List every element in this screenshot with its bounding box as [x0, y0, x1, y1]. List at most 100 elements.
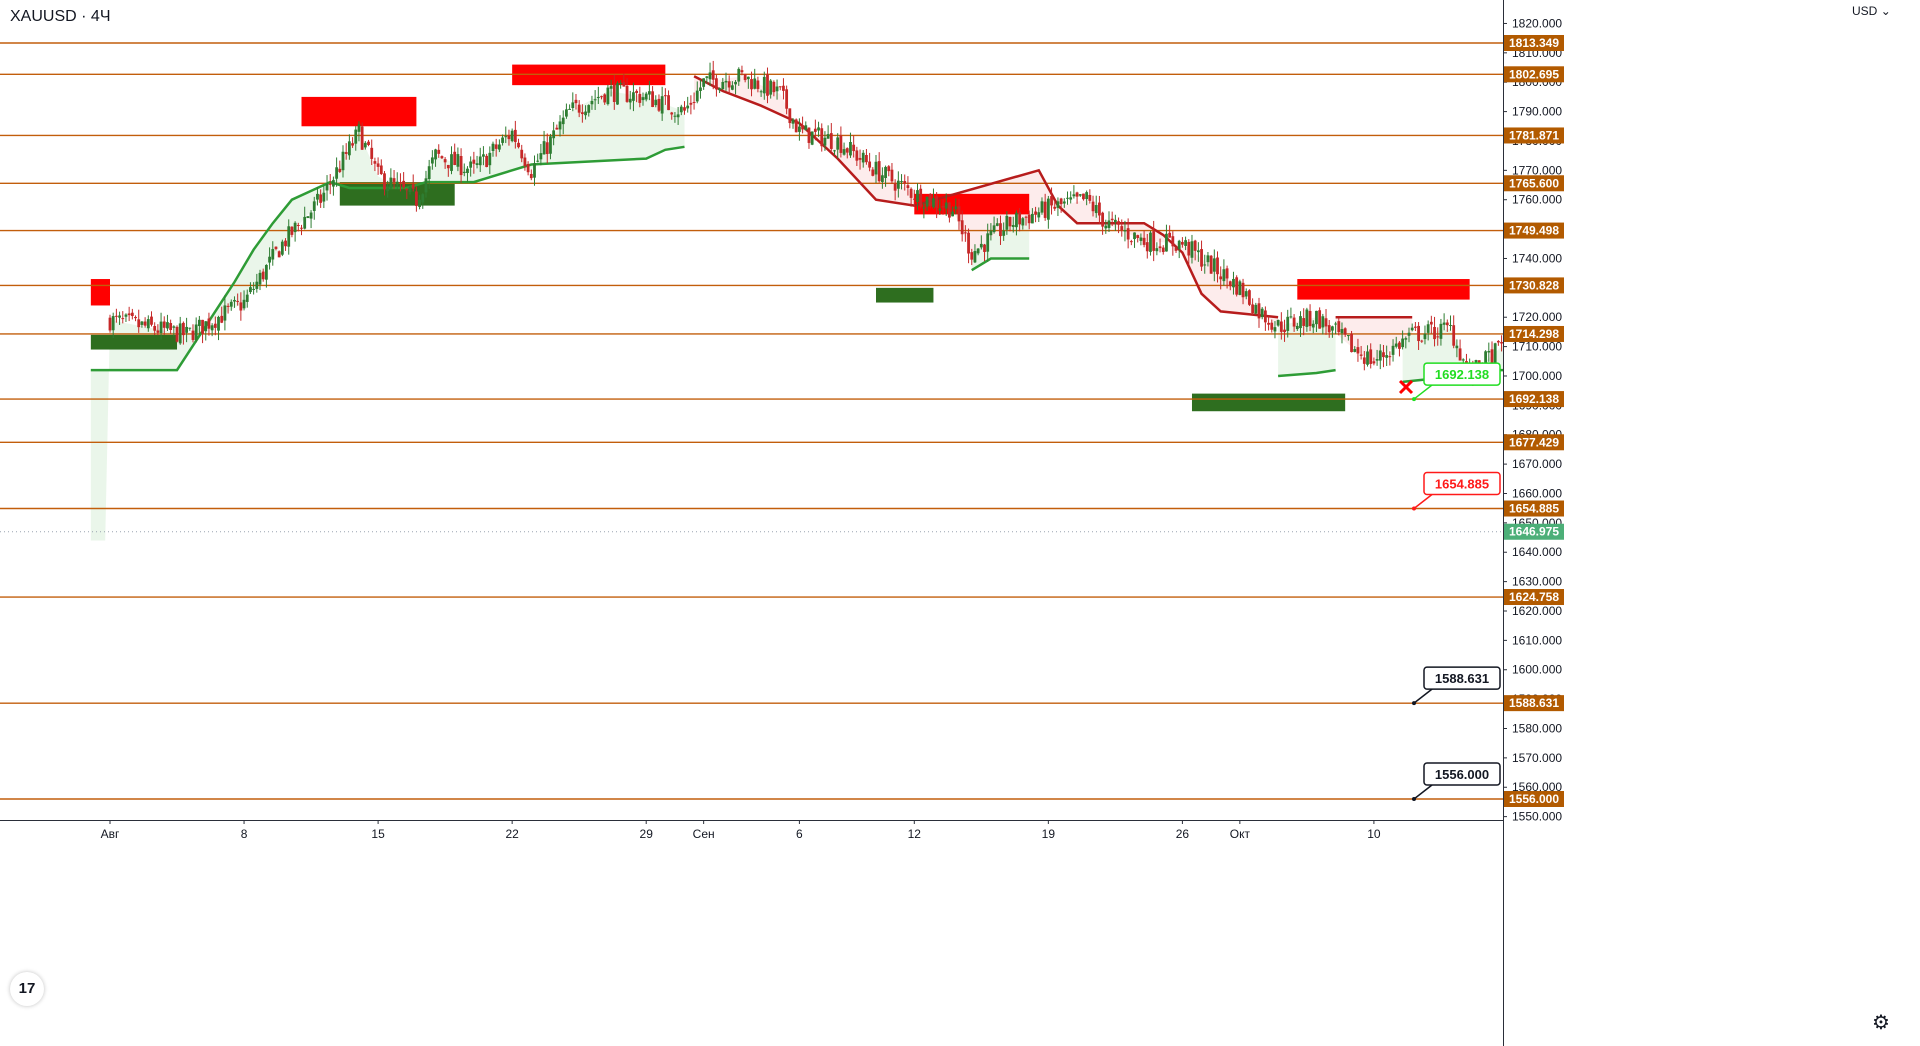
candle-body-203	[756, 80, 760, 89]
candle-body-416	[1436, 336, 1440, 338]
candle-body-158	[612, 84, 616, 102]
candle-body-420	[1449, 325, 1452, 327]
candle-body-368	[1283, 329, 1286, 333]
candle-body-180	[683, 107, 686, 111]
candle-body-175	[667, 95, 670, 111]
level-tag-bg-2	[1504, 127, 1564, 144]
candle-body-418	[1442, 322, 1446, 325]
candle-body-324	[1142, 237, 1146, 245]
candle-body-247	[896, 180, 900, 189]
candle-body-379	[1318, 310, 1322, 329]
symbol-title: XAUUSD · 4Ч	[10, 8, 110, 26]
level-tag-bg-10	[1504, 589, 1564, 606]
candle-body-279	[999, 223, 1002, 237]
candle-body-267	[960, 220, 964, 235]
candle-body-36	[223, 305, 227, 321]
candle-body-228	[836, 137, 840, 150]
price-tick-label-11: 1710.000	[1512, 340, 1562, 354]
candle-body-82	[370, 147, 374, 159]
candle-body-389	[1350, 333, 1353, 353]
candle-body-32	[210, 325, 214, 331]
candle-body-26	[191, 330, 195, 340]
candle-body-70	[332, 180, 335, 187]
candle-body-243	[884, 166, 887, 178]
candle-body-293	[1043, 201, 1047, 218]
candle-body-127	[513, 129, 517, 142]
candle-body-375	[1305, 309, 1309, 327]
candle-body-83	[373, 161, 377, 164]
candle-body-116	[478, 156, 482, 166]
price-tick-label-25: 1570.000	[1512, 751, 1562, 765]
candle-body-417	[1439, 323, 1443, 339]
candle-body-408	[1410, 327, 1414, 331]
candle-body-216	[798, 126, 801, 132]
candle-body-184	[695, 90, 699, 102]
candle-body-52	[274, 246, 278, 249]
candle-body-18	[166, 322, 169, 329]
candle-body-314	[1110, 218, 1114, 221]
candle-body-9	[137, 319, 141, 328]
price-tick-label-26: 1560.000	[1512, 780, 1562, 794]
level-tag-bg-11	[1504, 695, 1564, 712]
candle-body-69	[328, 183, 332, 185]
candle-body-305	[1082, 193, 1085, 200]
candle-body-189	[711, 70, 715, 80]
price-tick-label-10: 1720.000	[1512, 310, 1562, 324]
callout-anchor-1	[1412, 506, 1416, 511]
time-tick-label-6: 6	[796, 827, 803, 841]
currency-selector[interactable]: USD ⌄	[1852, 4, 1891, 18]
candle-body-38	[229, 301, 233, 307]
candle-body-176	[670, 112, 674, 115]
candle-body-212	[785, 89, 789, 109]
time-axis[interactable]: Авг 8 15 22 29 Сен 6 12 19 26 Окт 10	[0, 820, 1503, 1046]
candle-body-125	[507, 135, 511, 140]
candle-body-400	[1385, 355, 1389, 358]
candle-body-254	[919, 188, 923, 207]
price-axis[interactable]: 1820.0001810.0001800.0001790.0001780.000…	[1503, 0, 1920, 1046]
candle-body-79	[360, 126, 364, 150]
bull-stop-fill-2	[1278, 317, 1336, 376]
gear-icon[interactable]: ⚙	[1872, 1012, 1890, 1034]
candle-body-364	[1270, 322, 1274, 330]
candle-body-134	[536, 160, 540, 162]
candle-body-142	[561, 117, 565, 125]
candle-body-51	[271, 249, 275, 260]
candle-body-67	[322, 192, 326, 202]
candle-body-322	[1136, 235, 1140, 239]
candle-body-53	[277, 251, 281, 258]
candle-body-381	[1324, 318, 1328, 327]
candle-body-179	[679, 106, 683, 113]
candle-body-348	[1219, 276, 1223, 280]
price-tick-label-20: 1620.000	[1512, 604, 1562, 618]
candle-body-131	[526, 164, 530, 173]
candle-body-304	[1078, 194, 1082, 196]
candle-body-331	[1165, 233, 1168, 252]
candle-body-8	[134, 316, 137, 319]
bull-stop-line-1	[971, 257, 1030, 272]
price-tick-label-12: 1700.000	[1512, 369, 1562, 383]
candle-body-273	[979, 243, 983, 248]
callout-box-3	[1423, 762, 1501, 786]
callout-anchor-3	[1412, 797, 1416, 801]
candle-body-253	[916, 190, 919, 203]
candle-body-394	[1366, 351, 1369, 365]
candle-body-7	[130, 312, 134, 316]
tradingview-logo-icon[interactable]: 17	[10, 972, 44, 1006]
candle-body-104	[440, 156, 444, 159]
candle-body-346	[1212, 258, 1216, 272]
candle-body-362	[1263, 310, 1267, 323]
price-tick-label-8: 1740.000	[1512, 251, 1562, 265]
candle-body-201	[750, 79, 753, 90]
candle-body-141	[558, 121, 562, 130]
candle-body-376	[1308, 310, 1312, 327]
candle-body-265	[954, 206, 958, 210]
candle-body-57	[290, 226, 294, 235]
candle-body-233	[852, 144, 856, 152]
candle-body-205	[762, 76, 766, 94]
candle-body-154	[600, 96, 603, 98]
candle-body-166	[638, 93, 642, 103]
candle-body-259	[935, 196, 939, 208]
candle-body-352	[1232, 278, 1235, 288]
candle-body-372	[1295, 325, 1299, 330]
